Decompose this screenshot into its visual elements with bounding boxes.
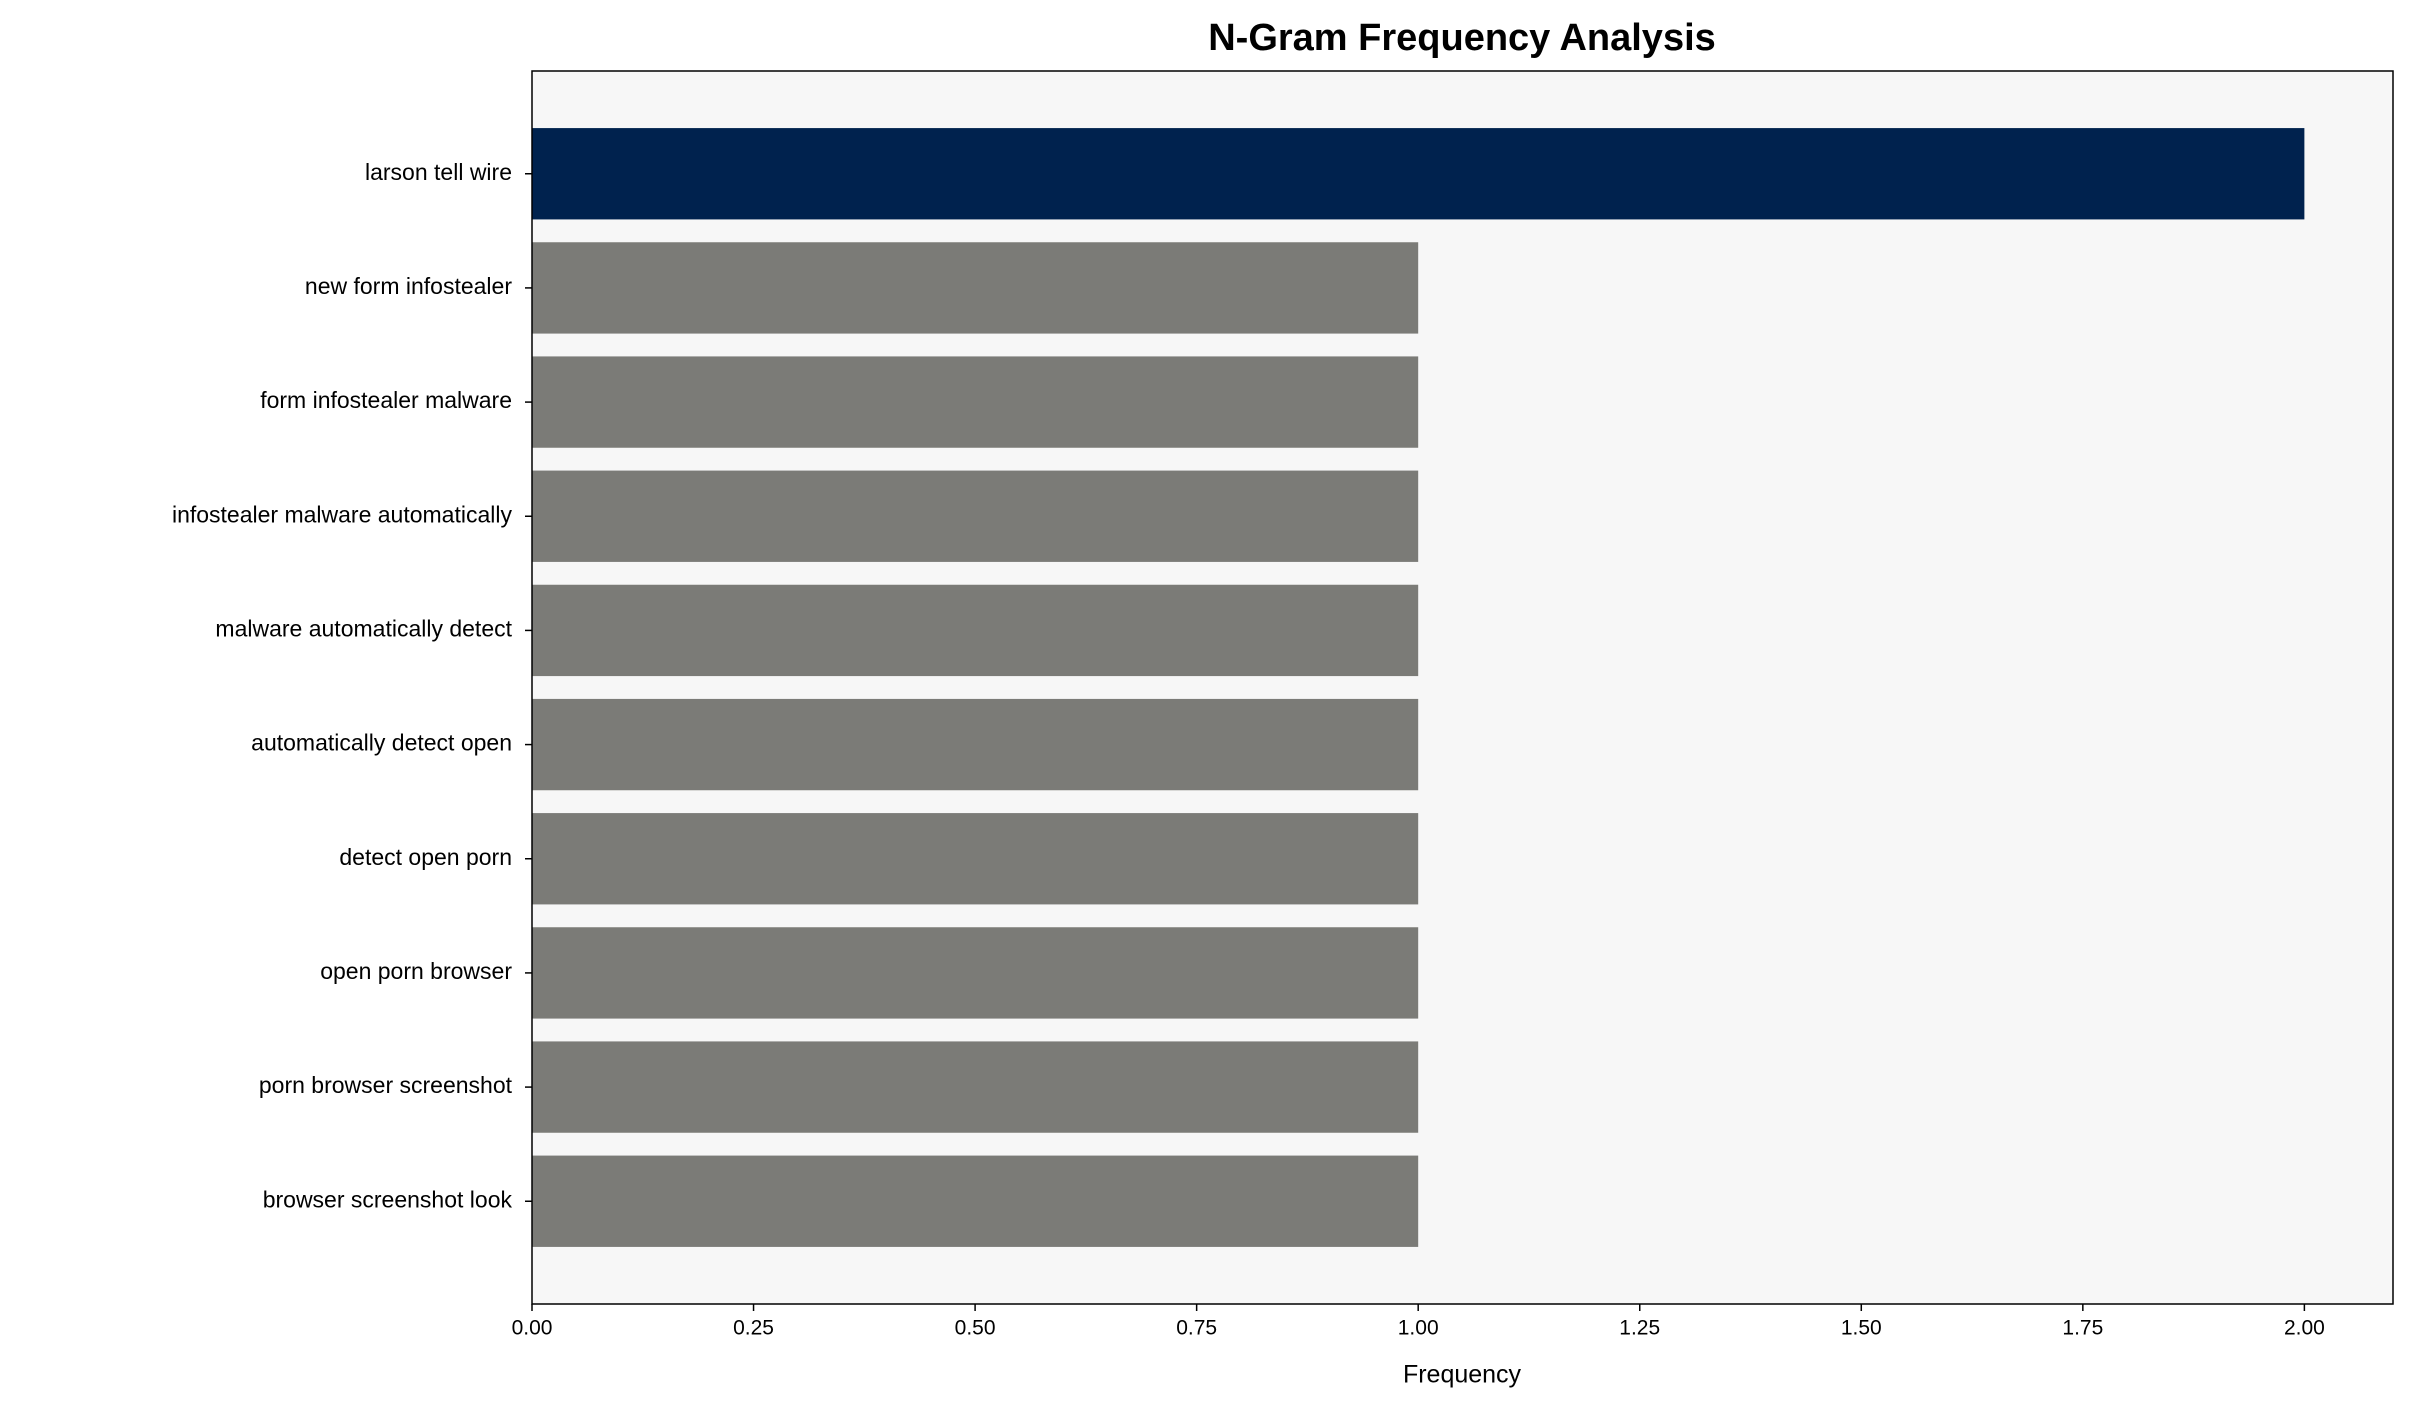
bar bbox=[532, 242, 1419, 334]
chart-title: N-Gram Frequency Analysis bbox=[1208, 17, 1716, 59]
bar bbox=[532, 698, 1419, 791]
x-tick-label: 1.25 bbox=[1619, 1317, 1660, 1340]
y-tick-label: new form infostealer bbox=[305, 273, 512, 299]
bar bbox=[532, 927, 1419, 1019]
y-tick-label: porn browser screenshot bbox=[259, 1072, 513, 1098]
y-tick-label: browser screenshot look bbox=[263, 1186, 513, 1212]
y-tick-label: detect open porn bbox=[339, 844, 512, 870]
x-tick-label: 0.75 bbox=[1176, 1317, 1217, 1340]
bar bbox=[532, 128, 2305, 220]
y-tick-label: larson tell wire bbox=[365, 159, 512, 185]
bar bbox=[532, 584, 1419, 677]
plot-frame bbox=[531, 70, 2394, 1305]
y-tick-label: malware automatically detect bbox=[215, 615, 512, 641]
y-tick-label: infostealer malware automatically bbox=[172, 501, 513, 527]
y-tick-label: open porn browser bbox=[320, 958, 512, 984]
y-tick-label: automatically detect open bbox=[251, 730, 512, 756]
bar bbox=[532, 1041, 1419, 1133]
x-tick-label: 0.25 bbox=[733, 1317, 774, 1340]
x-tick-label: 2.00 bbox=[2284, 1317, 2325, 1340]
bar bbox=[532, 813, 1419, 905]
x-axis-label: Frequency bbox=[1403, 1361, 1522, 1389]
x-tick-label: 1.75 bbox=[2062, 1317, 2103, 1340]
bar bbox=[532, 470, 1419, 562]
x-tick-label: 1.50 bbox=[1841, 1317, 1882, 1340]
x-tick-label: 1.00 bbox=[1398, 1317, 1439, 1340]
x-tick-label: 0.00 bbox=[512, 1317, 553, 1340]
x-tick-label: 0.50 bbox=[955, 1317, 996, 1340]
bar bbox=[532, 1155, 1419, 1247]
y-tick-label: form infostealer malware bbox=[260, 387, 512, 413]
bar bbox=[532, 356, 1419, 448]
